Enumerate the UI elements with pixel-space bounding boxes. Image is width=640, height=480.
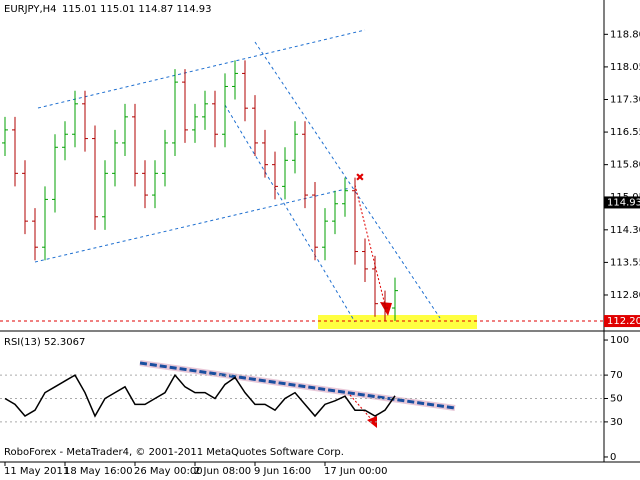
price-tag xyxy=(604,196,640,209)
x-tick-label: 2 Jun 08:00 xyxy=(194,466,251,477)
y-tick-label: 115.80 xyxy=(610,160,640,171)
y-tick-label: 117.30 xyxy=(610,94,640,105)
y-tick-label: 113.55 xyxy=(610,257,640,268)
channels xyxy=(34,29,441,323)
chart-title: EURJPY,H4 xyxy=(4,4,57,15)
y-tick-label: 30 xyxy=(610,417,623,428)
level-tag xyxy=(604,315,640,328)
x-tick-label: 17 Jun 00:00 xyxy=(324,466,388,477)
y-tick-label: 116.55 xyxy=(610,127,640,138)
svg-text:×: × xyxy=(356,172,364,183)
rsi-annotations xyxy=(139,360,456,428)
y-tick-label: 118.05 xyxy=(610,62,640,73)
rsi-title: RSI(13) 52.3067 xyxy=(4,337,85,348)
x-tick-label: 9 Jun 16:00 xyxy=(254,466,311,477)
y-tick-label: 112.80 xyxy=(610,290,640,301)
forecast-arrow: × xyxy=(354,172,392,316)
y-tick-label: 50 xyxy=(610,394,623,405)
y-tick-label: 114.30 xyxy=(610,225,640,236)
price-label: 114.93 xyxy=(607,197,640,208)
y-tick-label: 0 xyxy=(610,452,616,463)
y-tick-label: 118.80 xyxy=(610,29,640,40)
x-tick-label: 11 May 2011 xyxy=(4,466,69,477)
x-tick-label: 26 May 00:00 xyxy=(134,466,203,477)
footer: RoboForex - MetaTrader4, © 2001-2011 Met… xyxy=(4,447,344,458)
rsi-line xyxy=(4,373,396,418)
y-tick-label: 70 xyxy=(610,370,623,381)
level-label: 112.20 xyxy=(607,316,640,327)
chart-subtitle: 115.01 115.01 114.87 114.93 xyxy=(62,4,212,15)
target-zone xyxy=(318,315,477,329)
x-tick-label: 18 May 16:00 xyxy=(64,466,133,477)
y-tick-label: 100 xyxy=(610,335,629,346)
